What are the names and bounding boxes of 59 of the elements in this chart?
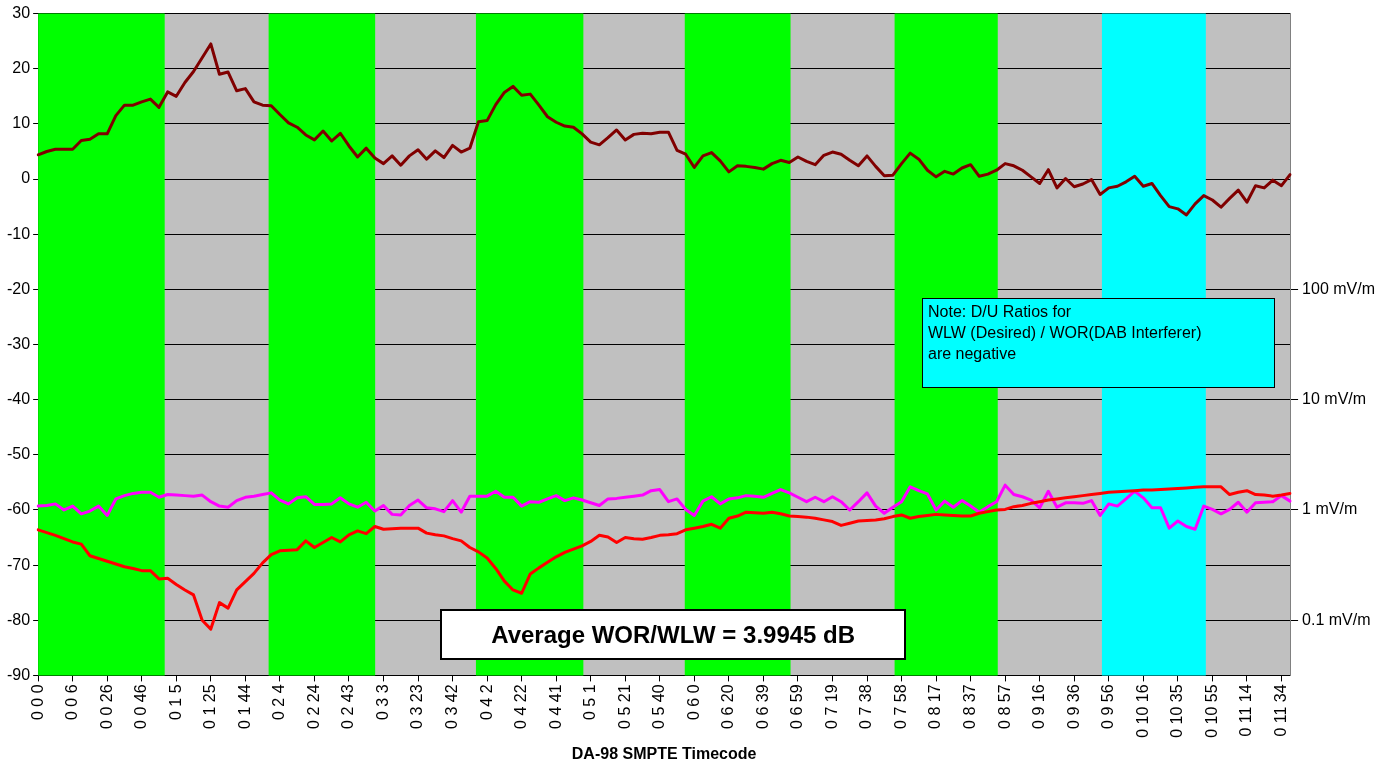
x-tick-label: 0 2 24 (304, 684, 322, 729)
y-tick-label: 0 (21, 169, 31, 187)
x-tick-label: 0 9 36 (1064, 684, 1082, 729)
y-tick-label: -10 (7, 224, 31, 242)
y-tick-label: -80 (7, 610, 31, 628)
x-tick-label: 0 9 56 (1099, 684, 1117, 729)
x-tick-label: 0 6 20 (719, 684, 737, 729)
x-tick-label: 0 1 25 (201, 684, 219, 729)
x-tick-label: 0 8 17 (926, 684, 944, 729)
x-tick-label: 0 1 44 (235, 684, 253, 729)
y2-tick-label: 0.1 mV/m (1302, 610, 1371, 628)
y2-tick-label: 10 mV/m (1302, 390, 1367, 408)
x-tick-label: 0 4 22 (512, 684, 530, 729)
y-tick-label: -50 (7, 445, 31, 463)
x-tick-label: 0 0 0 (28, 684, 46, 721)
x-tick-label: 0 10 16 (1133, 684, 1151, 738)
x-tick-label: 0 3 23 (408, 684, 426, 729)
x-tick-label: 0 3 42 (442, 684, 460, 729)
annotation: Average WOR/WLW = 3.9945 dB (491, 620, 856, 651)
x-tick-label: 0 7 38 (857, 684, 875, 729)
y-tick-label: 20 (12, 59, 31, 77)
y-tick-label: 30 (12, 4, 31, 22)
x-tick-label: 0 8 57 (995, 684, 1013, 729)
y2-tick-label: 100 mV/m (1302, 279, 1376, 297)
x-tick-label: 0 11 34 (1271, 684, 1289, 737)
y-tick-label: -90 (7, 665, 31, 683)
y-tick-label: -40 (7, 390, 31, 408)
x-axis-title: DA-98 SMPTE Timecode (571, 744, 757, 762)
x-tick-label: 0 0 6 (63, 684, 81, 721)
x-tick-label: 0 11 14 (1237, 684, 1255, 737)
x-tick-label: 0 6 0 (684, 684, 702, 721)
x-tick-label: 0 5 1 (581, 684, 599, 721)
y2-tick-label: 1 mV/m (1302, 500, 1358, 518)
note-box: Note: D/U Ratios for WLW (Desired) / WOR(DAB Interferer) are negative (922, 298, 1276, 389)
x-tick-label: 0 10 55 (1202, 684, 1220, 738)
x-tick-label: 0 5 40 (650, 684, 668, 729)
x-tick-label: 0 2 43 (339, 684, 357, 729)
x-tick-label: 0 3 3 (373, 684, 391, 721)
x-tick-label: 0 6 39 (753, 684, 771, 729)
x-tick-label: 0 7 19 (822, 684, 840, 729)
x-tick-label: 0 4 2 (477, 684, 495, 721)
y-tick-label: -60 (7, 500, 31, 518)
x-tick-label: 0 2 4 (270, 684, 288, 721)
x-tick-label: 0 0 46 (132, 684, 150, 729)
y-tick-label: -20 (7, 279, 31, 297)
x-tick-label: 0 4 41 (546, 684, 564, 729)
x-tick-label: 0 0 26 (97, 684, 115, 729)
note-box: Average WOR/WLW = 3.9945 dB (440, 609, 907, 661)
x-tick-label: 0 8 37 (961, 684, 979, 729)
x-tick-label: 0 1 5 (166, 684, 184, 721)
y-tick-label: -30 (7, 334, 31, 352)
x-tick-label: 0 5 21 (615, 684, 633, 729)
x-tick-label: 0 10 35 (1168, 684, 1186, 738)
y-tick-label: -70 (7, 555, 31, 573)
x-tick-label: 0 6 59 (788, 684, 806, 729)
annotation: Note: D/U Ratios for WLW (Desired) / WOR(DAB Interferer) are negative (928, 302, 1202, 364)
y-tick-label: 10 (12, 114, 31, 132)
x-tick-label: 0 7 58 (891, 684, 909, 729)
x-tick-label: 0 9 16 (1030, 684, 1048, 729)
